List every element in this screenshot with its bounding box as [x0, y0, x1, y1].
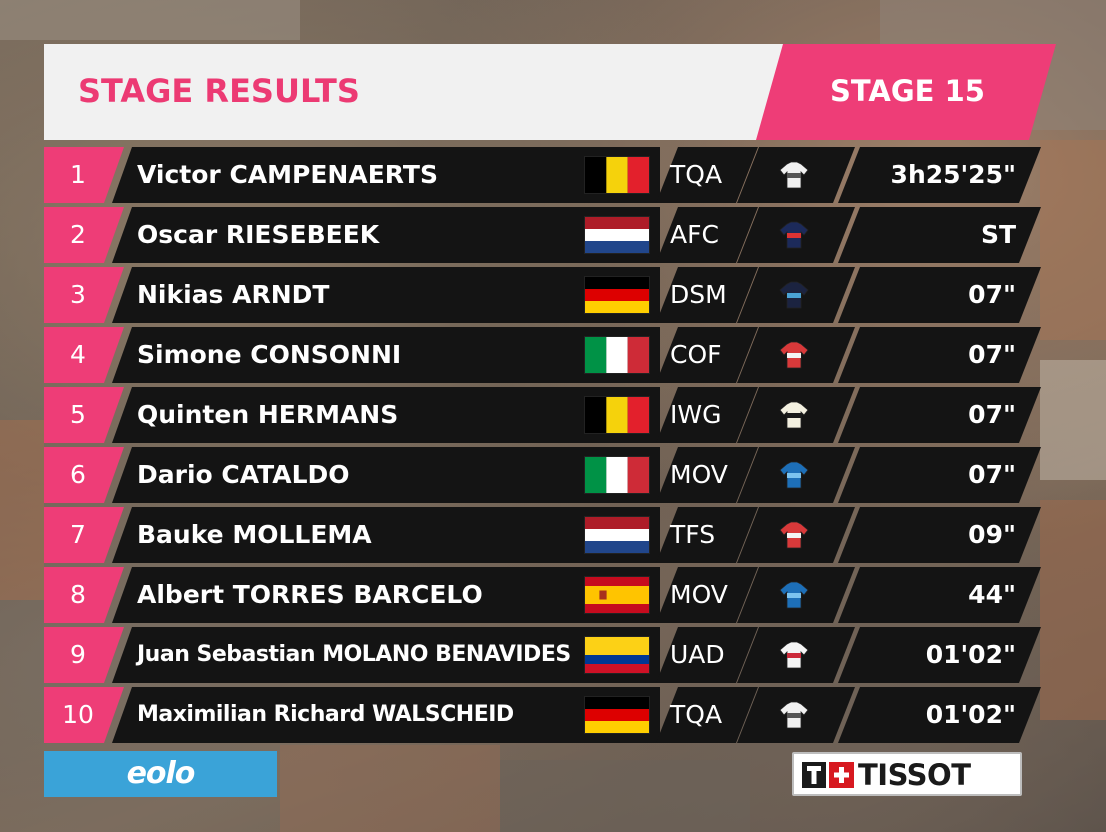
position-number: 1 — [70, 160, 86, 189]
tissot-cross-icon — [802, 762, 854, 788]
position-number: 2 — [70, 220, 86, 249]
row-name-panel — [112, 327, 660, 383]
position-number: 4 — [70, 340, 86, 369]
rider-name: Dario CATALDO — [137, 460, 350, 489]
row-name-panel — [112, 567, 660, 623]
dark-blue-jersey-icon — [779, 281, 809, 309]
stage-label: STAGE 15 — [830, 74, 985, 108]
netherlands-flag-icon — [585, 217, 649, 253]
table-row: 8 Albert TORRES BARCELO MOV 44" — [44, 567, 1044, 623]
white-jersey-icon — [779, 161, 809, 189]
red-white-jersey-icon — [779, 341, 809, 369]
team-code: IWG — [670, 400, 722, 429]
position-number: 3 — [70, 280, 86, 309]
position-number: 10 — [62, 700, 94, 729]
row-time-panel — [838, 447, 1041, 503]
colombia-flag-icon — [585, 637, 649, 673]
tissot-logo: TISSOT — [792, 752, 1022, 796]
team-code: TQA — [670, 160, 723, 189]
rider-name: Victor CAMPENAERTS — [137, 160, 438, 189]
row-time-panel — [838, 627, 1041, 683]
germany-flag-icon — [585, 697, 649, 733]
finish-time: 07" — [968, 280, 1016, 309]
rider-name: Juan Sebastian MOLANO BENAVIDES — [137, 642, 571, 667]
row-name-panel — [112, 627, 660, 683]
finish-time: 07" — [968, 460, 1016, 489]
row-name-panel — [112, 507, 660, 563]
rider-name: Albert TORRES BARCELO — [137, 580, 483, 609]
table-row: 3 Nikias ARNDT DSM 07" — [44, 267, 1044, 323]
table-row: 2 Oscar RIESEBEEK AFC ST — [44, 207, 1044, 263]
row-time-panel — [838, 687, 1041, 743]
rider-name: Maximilian Richard WALSCHEID — [137, 702, 514, 727]
table-row: 5 Quinten HERMANS IWG 07" — [44, 387, 1044, 443]
row-time-panel — [838, 567, 1041, 623]
finish-time: ST — [980, 220, 1016, 249]
italy-flag-icon — [585, 457, 649, 493]
netherlands-flag-icon — [585, 517, 649, 553]
row-name-panel — [112, 687, 660, 743]
position-number: 7 — [70, 520, 86, 549]
stage-badge — [756, 44, 1056, 140]
row-name-panel — [112, 447, 660, 503]
row-name-panel — [112, 207, 660, 263]
table-row: 6 Dario CATALDO MOV 07" — [44, 447, 1044, 503]
row-time-panel — [838, 207, 1041, 263]
team-code: AFC — [670, 220, 719, 249]
team-code: UAD — [670, 640, 725, 669]
team-code: TQA — [670, 700, 723, 729]
white-red-jersey-icon — [779, 641, 809, 669]
belgium-flag-icon — [585, 157, 649, 193]
row-time-panel — [838, 387, 1041, 443]
row-time-panel — [838, 507, 1041, 563]
row-time-panel — [838, 267, 1041, 323]
team-code: COF — [670, 340, 722, 369]
rider-name: Oscar RIESEBEEK — [137, 220, 380, 249]
germany-flag-icon — [585, 277, 649, 313]
row-name-panel — [112, 267, 660, 323]
finish-time: 07" — [968, 340, 1016, 369]
eolo-logo-text: eolo — [126, 756, 196, 791]
italy-flag-icon — [585, 337, 649, 373]
finish-time: 01'02" — [925, 700, 1016, 729]
rider-name: Bauke MOLLEMA — [137, 520, 372, 549]
row-name-panel — [112, 387, 660, 443]
eolo-logo: eolo — [44, 751, 277, 797]
team-code: MOV — [670, 580, 728, 609]
page-title: STAGE RESULTS — [78, 72, 360, 110]
tissot-logo-text: TISSOT — [858, 758, 971, 792]
navy-jersey-icon — [779, 221, 809, 249]
table-row: 9 Juan Sebastian MOLANO BENAVIDES UAD 01'02… — [44, 627, 1044, 683]
row-time-panel — [838, 147, 1041, 203]
rider-name: Simone CONSONNI — [137, 340, 402, 369]
table-row: 10 Maximilian Richard WALSCHEID TQA 01'02" — [44, 687, 1044, 743]
table-row: 1 Victor CAMPENAERTS TQA 3h25'25" — [44, 147, 1044, 203]
position-number: 6 — [70, 460, 86, 489]
white-yellow-jersey-icon — [779, 401, 809, 429]
finish-time: 01'02" — [925, 640, 1016, 669]
blue-jersey-icon — [779, 461, 809, 489]
white-jersey-icon — [779, 701, 809, 729]
team-code: TFS — [670, 520, 716, 549]
rider-name: Quinten HERMANS — [137, 400, 399, 429]
finish-time: 3h25'25" — [890, 160, 1016, 189]
finish-time: 09" — [968, 520, 1016, 549]
finish-time: 07" — [968, 400, 1016, 429]
finish-time: 44" — [968, 580, 1016, 609]
spain-flag-icon — [585, 577, 649, 613]
row-time-panel — [838, 327, 1041, 383]
blue-jersey-icon — [779, 581, 809, 609]
table-row: 7 Bauke MOLLEMA TFS 09" — [44, 507, 1044, 563]
team-code: DSM — [670, 280, 727, 309]
table-row: 4 Simone CONSONNI COF 07" — [44, 327, 1044, 383]
rider-name: Nikias ARNDT — [137, 280, 330, 309]
position-number: 9 — [70, 640, 86, 669]
header-title-panel — [44, 44, 788, 140]
belgium-flag-icon — [585, 397, 649, 433]
row-name-panel — [112, 147, 660, 203]
position-number: 5 — [70, 400, 86, 429]
position-number: 8 — [70, 580, 86, 609]
team-code: MOV — [670, 460, 728, 489]
red-white-jersey-icon — [779, 521, 809, 549]
